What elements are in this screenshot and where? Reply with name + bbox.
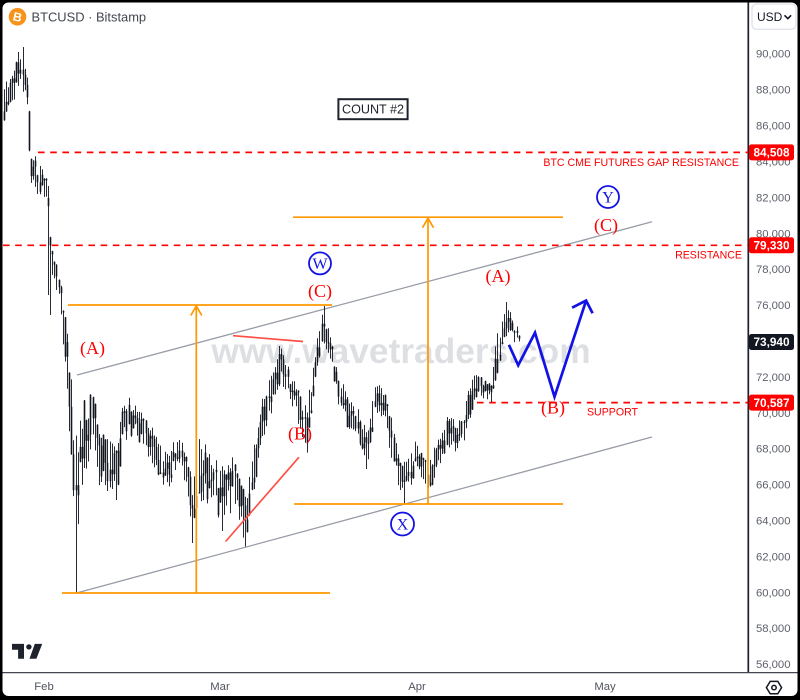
svg-text:84,508: 84,508 bbox=[753, 146, 790, 160]
svg-text:60,000: 60,000 bbox=[756, 587, 791, 599]
svg-text:76,000: 76,000 bbox=[756, 300, 791, 312]
svg-text:79,330: 79,330 bbox=[753, 239, 790, 253]
svg-text:Y: Y bbox=[602, 190, 614, 207]
svg-text:BTC CME FUTURES GAP RESISTANCE: BTC CME FUTURES GAP RESISTANCE bbox=[543, 157, 739, 169]
svg-text:68,000: 68,000 bbox=[756, 444, 791, 456]
svg-text:70,587: 70,587 bbox=[753, 396, 790, 410]
svg-text:66,000: 66,000 bbox=[756, 480, 791, 492]
svg-text:W: W bbox=[312, 256, 328, 273]
svg-text:Apr: Apr bbox=[408, 681, 426, 693]
svg-text:58,000: 58,000 bbox=[756, 623, 791, 635]
svg-text:56,000: 56,000 bbox=[756, 659, 791, 671]
svg-text:May: May bbox=[594, 681, 616, 693]
svg-text:BTCUSD · Bitstamp: BTCUSD · Bitstamp bbox=[32, 10, 147, 25]
svg-text:Feb: Feb bbox=[34, 681, 53, 693]
svg-text:(C): (C) bbox=[594, 215, 618, 236]
svg-text:X: X bbox=[397, 517, 409, 534]
svg-text:(A): (A) bbox=[80, 338, 105, 359]
svg-text:RESISTANCE: RESISTANCE bbox=[675, 250, 742, 262]
svg-text:(B): (B) bbox=[288, 424, 312, 445]
svg-text:(B): (B) bbox=[541, 398, 565, 419]
svg-text:64,000: 64,000 bbox=[756, 516, 791, 528]
svg-text:USD: USD bbox=[757, 10, 783, 24]
svg-text:78,000: 78,000 bbox=[756, 264, 791, 276]
svg-text:88,000: 88,000 bbox=[756, 85, 791, 97]
svg-text:(C): (C) bbox=[308, 281, 332, 302]
svg-text:72,000: 72,000 bbox=[756, 372, 791, 384]
svg-text:SUPPORT: SUPPORT bbox=[587, 407, 639, 419]
svg-text:86,000: 86,000 bbox=[756, 121, 791, 133]
svg-text:COUNT #2: COUNT #2 bbox=[342, 103, 404, 117]
svg-text:B: B bbox=[12, 9, 24, 25]
svg-text:Mar: Mar bbox=[210, 681, 230, 693]
svg-text:70,000: 70,000 bbox=[756, 408, 791, 420]
svg-text:82,000: 82,000 bbox=[756, 192, 791, 204]
svg-text:90,000: 90,000 bbox=[756, 49, 791, 61]
svg-text:73,940: 73,940 bbox=[753, 335, 790, 349]
svg-text:(A): (A) bbox=[486, 266, 511, 287]
svg-text:62,000: 62,000 bbox=[756, 551, 791, 563]
